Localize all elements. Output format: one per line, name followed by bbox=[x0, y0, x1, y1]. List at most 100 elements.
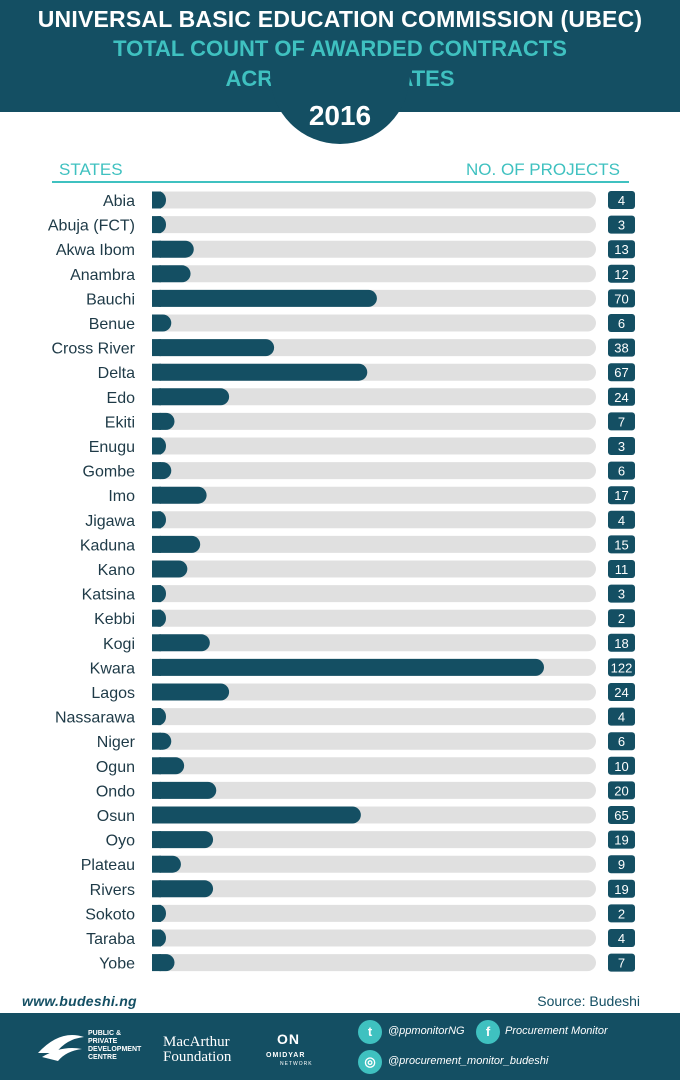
value-badge bbox=[608, 560, 635, 578]
twitter-icon[interactable]: t bbox=[358, 1020, 382, 1044]
ppdc-name: PUBLIC & PRIVATE DEVELOPMENT CENTRE bbox=[88, 1030, 142, 1061]
state-label: Abuja (FCT) bbox=[48, 218, 135, 235]
bar-track bbox=[152, 929, 596, 947]
facebook-handle[interactable]: Procurement Monitor bbox=[505, 1025, 608, 1037]
bar-left-edge bbox=[152, 708, 161, 726]
value-label: 4 bbox=[618, 931, 625, 946]
bar-track bbox=[152, 757, 596, 775]
bar-track bbox=[152, 683, 596, 701]
bar bbox=[152, 634, 210, 652]
twitter-handle[interactable]: @ppmonitorNG bbox=[388, 1025, 465, 1037]
bar-track bbox=[152, 191, 596, 209]
value-label: 70 bbox=[614, 291, 628, 306]
bar-chart: Abia 4 Abuja (FCT) 3 Akwa Ibom 13 Anambra 12 Bau… bbox=[48, 191, 635, 973]
bar-left-edge bbox=[152, 535, 161, 553]
instagram-handle[interactable]: @procurement_monitor_budeshi bbox=[388, 1055, 549, 1067]
bar-track bbox=[152, 585, 596, 603]
state-label: Enugu bbox=[89, 439, 135, 456]
bar-track bbox=[152, 732, 596, 750]
macarthur-logo: MacArthur Foundation bbox=[163, 1035, 231, 1065]
omidyar-sub: NETWORK bbox=[280, 1061, 313, 1067]
value-label: 11 bbox=[615, 562, 629, 577]
instagram-icon[interactable]: ◎ bbox=[358, 1050, 382, 1074]
state-label: Kaduna bbox=[80, 537, 135, 554]
bar-track bbox=[152, 388, 596, 406]
value-badge bbox=[608, 191, 635, 209]
state-label: Katsina bbox=[82, 587, 135, 604]
value-badge bbox=[608, 412, 635, 431]
bar-track bbox=[152, 265, 596, 283]
value-badge bbox=[608, 535, 635, 554]
state-label: Ogun bbox=[96, 759, 135, 776]
state-label: Kwara bbox=[90, 660, 135, 677]
state-label: Jigawa bbox=[85, 513, 135, 530]
value-label: 24 bbox=[614, 685, 628, 700]
value-badge bbox=[608, 879, 635, 898]
projects-column-header: NO. OF PROJECTS bbox=[466, 160, 620, 179]
macarthur-line1: MacArthur bbox=[163, 1034, 230, 1050]
value-label: 7 bbox=[618, 414, 625, 429]
value-badge bbox=[608, 855, 635, 874]
bar-track bbox=[152, 314, 596, 332]
value-label: 3 bbox=[618, 587, 625, 602]
bar-left-edge bbox=[152, 806, 161, 824]
state-label: Kogi bbox=[103, 636, 135, 653]
omidyar-mark: ON bbox=[277, 1031, 300, 1047]
bar-track bbox=[152, 831, 596, 849]
value-label: 6 bbox=[618, 464, 625, 479]
bar-left-edge bbox=[152, 265, 161, 283]
value-badge bbox=[608, 240, 635, 259]
value-label: 38 bbox=[614, 341, 628, 356]
state-label: Rivers bbox=[90, 882, 135, 899]
state-label: Akwa Ibom bbox=[56, 242, 135, 259]
value-label: 9 bbox=[618, 857, 625, 872]
bar bbox=[152, 363, 368, 381]
bar-left-edge bbox=[152, 929, 161, 947]
bar-track bbox=[152, 855, 596, 873]
states-column-header: STATES bbox=[59, 160, 123, 179]
state-label: Plateau bbox=[81, 857, 135, 874]
bar-track bbox=[152, 535, 596, 553]
state-label: Lagos bbox=[91, 685, 135, 702]
value-badge bbox=[608, 289, 635, 308]
value-label: 7 bbox=[618, 956, 625, 971]
year-label: 2016 bbox=[308, 100, 372, 131]
bar-track bbox=[152, 486, 596, 504]
bar-left-edge bbox=[152, 216, 161, 234]
value-badge bbox=[608, 609, 635, 628]
website-url[interactable]: www.budeshi.ng bbox=[22, 993, 137, 1009]
bar-left-edge bbox=[152, 831, 161, 849]
bar-left-edge bbox=[152, 757, 161, 775]
bar-left-edge bbox=[152, 339, 161, 357]
value-label: 24 bbox=[614, 390, 628, 405]
value-badge bbox=[608, 486, 635, 505]
state-label: Nassarawa bbox=[55, 710, 135, 727]
omidyar-name: OMIDYAR bbox=[266, 1052, 306, 1059]
value-label: 15 bbox=[614, 537, 628, 552]
bar-left-edge bbox=[152, 486, 161, 504]
bar-left-edge bbox=[152, 314, 161, 332]
value-badge bbox=[608, 732, 635, 751]
bar-track bbox=[152, 437, 596, 455]
bar-track bbox=[152, 240, 596, 258]
state-label: Ondo bbox=[96, 783, 135, 800]
value-badge bbox=[608, 953, 635, 972]
facebook-icon[interactable]: f bbox=[476, 1020, 500, 1044]
bar-left-edge bbox=[152, 609, 161, 627]
value-label: 3 bbox=[618, 439, 625, 454]
value-badge bbox=[608, 707, 635, 726]
bar bbox=[152, 265, 191, 283]
value-badge bbox=[608, 264, 635, 283]
value-badge bbox=[608, 215, 635, 234]
bar bbox=[152, 683, 230, 701]
state-label: Imo bbox=[108, 488, 135, 505]
bar-left-edge bbox=[152, 437, 161, 455]
bar bbox=[152, 289, 377, 307]
state-label: Edo bbox=[107, 390, 136, 407]
bar-left-edge bbox=[152, 880, 161, 898]
state-label: Osun bbox=[97, 808, 135, 825]
state-label: Kebbi bbox=[94, 611, 135, 628]
bar-left-edge bbox=[152, 462, 161, 480]
bar-left-edge bbox=[152, 412, 161, 430]
bar bbox=[152, 486, 207, 504]
